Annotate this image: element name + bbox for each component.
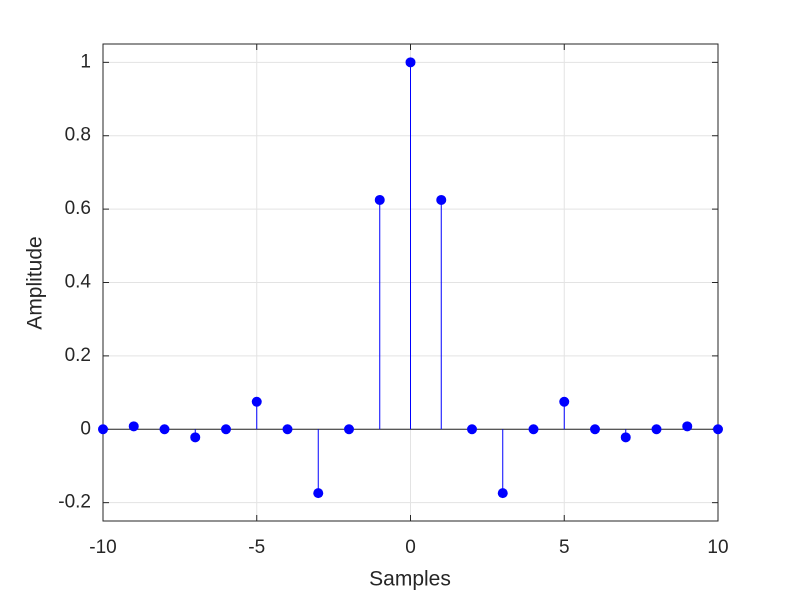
axes-box bbox=[102, 43, 719, 522]
stem-marker bbox=[344, 424, 354, 435]
x-tick-label: 10 bbox=[707, 537, 728, 558]
stem-marker bbox=[98, 424, 108, 435]
stem-marker bbox=[374, 194, 385, 205]
y-tick-label: 0.8 bbox=[65, 125, 91, 146]
x-axis-label: Samples bbox=[369, 568, 451, 591]
stem-marker bbox=[159, 424, 170, 435]
stem-marker bbox=[128, 421, 139, 432]
stem-marker bbox=[190, 432, 201, 443]
x-tick-label: -5 bbox=[248, 537, 265, 558]
stem-marker bbox=[497, 488, 508, 499]
y-tick-label: 0 bbox=[80, 418, 91, 439]
stem-marker bbox=[559, 396, 570, 407]
stem-marker bbox=[590, 424, 600, 435]
x-tick-label: 0 bbox=[405, 537, 416, 558]
stem-marker bbox=[713, 424, 723, 435]
stem-marker bbox=[651, 424, 662, 435]
stem-marker bbox=[436, 194, 447, 205]
y-tick-label: -0.2 bbox=[58, 492, 91, 513]
stem-marker bbox=[620, 432, 631, 443]
stem-marker bbox=[528, 424, 539, 435]
x-tick-label: -10 bbox=[89, 537, 116, 558]
stem-marker bbox=[251, 396, 262, 407]
stem-marker bbox=[682, 421, 693, 432]
stem-marker bbox=[405, 57, 416, 68]
y-tick-label: 1 bbox=[80, 51, 91, 72]
stem-marker bbox=[282, 424, 293, 435]
stem-marker bbox=[221, 424, 231, 435]
stem-marker bbox=[467, 424, 477, 435]
y-tick-label: 0.2 bbox=[65, 345, 91, 366]
x-tick-label: 5 bbox=[559, 537, 570, 558]
y-tick-label: 0.4 bbox=[65, 272, 92, 293]
y-tick-label: 0.6 bbox=[65, 198, 91, 219]
stem-marker bbox=[313, 488, 324, 499]
y-axis-label: Amplitude bbox=[24, 236, 47, 329]
